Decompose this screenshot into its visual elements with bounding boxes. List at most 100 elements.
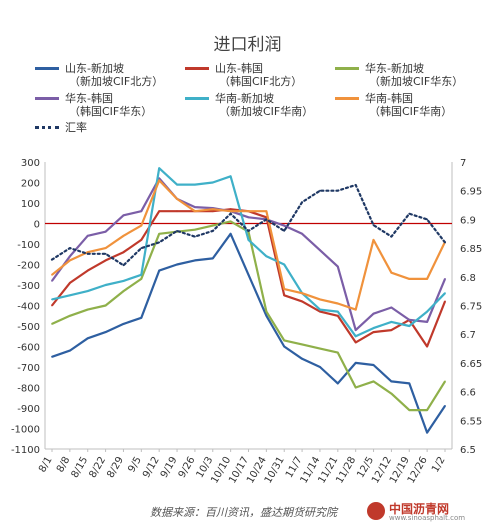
legend-sublabel-series-1: （韩国CIF北方） bbox=[219, 75, 303, 88]
y-tick-label-right: 6.55 bbox=[460, 416, 482, 427]
series-6-point bbox=[354, 184, 357, 186]
y-tick-label-left: -1000 bbox=[11, 425, 40, 436]
series-line-5 bbox=[51, 179, 446, 311]
series-6-point bbox=[283, 230, 286, 232]
y-tick-label-left: -900 bbox=[17, 404, 40, 415]
series-0-point bbox=[247, 273, 250, 276]
watermark-text: 中国沥青网 bbox=[389, 502, 450, 516]
series-3-point bbox=[158, 177, 161, 180]
series-3-point bbox=[301, 232, 303, 235]
x-tick-label: 9/26 bbox=[177, 455, 198, 480]
legend-swatch-series-4 bbox=[185, 97, 209, 100]
legend-label-series-2: 华东-新加坡 bbox=[365, 62, 424, 75]
series-3-point bbox=[140, 210, 143, 213]
series-5-point bbox=[372, 239, 375, 241]
series-1-point bbox=[426, 345, 428, 348]
y-tick-label-left: -400 bbox=[17, 302, 40, 313]
series-5-point bbox=[194, 210, 196, 213]
series-4-point bbox=[140, 273, 143, 276]
series-1-point bbox=[122, 251, 125, 254]
series-6-point bbox=[158, 241, 161, 244]
series-5-point bbox=[122, 234, 125, 237]
series-line-4 bbox=[51, 167, 446, 338]
legend-sublabel-series-2: （新加坡CIF华东） bbox=[369, 75, 464, 88]
y-tick-label-left: 0 bbox=[34, 220, 40, 231]
y-tick-label-right: 7 bbox=[460, 158, 466, 169]
watermark-logo-icon bbox=[367, 502, 385, 520]
legend-sublabel-series-0: （新加坡CIF北方） bbox=[69, 75, 164, 88]
series-4-point bbox=[408, 325, 411, 327]
series-6-point bbox=[390, 235, 393, 238]
series-2-point bbox=[336, 351, 339, 354]
watermark: 中国沥青网 www.sinoasphalt.com bbox=[367, 500, 487, 522]
series-6-point bbox=[319, 189, 321, 192]
series-5-point bbox=[301, 292, 303, 295]
series-0-point bbox=[158, 269, 161, 272]
series-6-point bbox=[69, 247, 71, 250]
series-0-point bbox=[336, 382, 339, 385]
y-tick-label-left: -600 bbox=[17, 343, 40, 354]
watermark-url: www.sinoasphalt.com bbox=[389, 514, 466, 522]
y-tick-label-left: -200 bbox=[17, 261, 40, 272]
series-2-point bbox=[444, 380, 446, 383]
y-tick-label-left: -500 bbox=[17, 322, 40, 333]
series-1-point bbox=[86, 269, 89, 272]
series-6-point bbox=[140, 247, 143, 250]
series-5-point bbox=[283, 288, 286, 290]
legend-swatch-series-0 bbox=[35, 67, 59, 70]
series-6-point bbox=[247, 230, 250, 232]
series-3-point bbox=[319, 249, 321, 252]
legend-sublabel-series-4: （新加坡CIF华南） bbox=[219, 105, 314, 118]
series-2-point bbox=[301, 343, 303, 346]
legend-swatch-series-5 bbox=[335, 97, 359, 100]
series-5-point bbox=[51, 273, 53, 276]
series-0-point bbox=[408, 382, 411, 385]
series-5-point bbox=[390, 271, 393, 274]
series-4-point bbox=[229, 175, 232, 178]
series-0-point bbox=[444, 405, 446, 407]
x-tick-label: 9/19 bbox=[159, 455, 180, 480]
y-tick-label-left: -1100 bbox=[11, 445, 40, 456]
series-0-point bbox=[229, 232, 232, 235]
x-tick-label: 8/29 bbox=[105, 455, 126, 480]
y-tick-label-right: 6.85 bbox=[460, 244, 482, 255]
series-3-point bbox=[51, 280, 53, 282]
series-1-point bbox=[158, 210, 161, 213]
series-1-point bbox=[354, 341, 357, 344]
legend-swatch-series-2 bbox=[335, 67, 359, 70]
series-0-point bbox=[140, 316, 143, 319]
series-line-3 bbox=[51, 177, 447, 332]
series-6-point bbox=[229, 212, 232, 215]
y-tick-label-left: 200 bbox=[21, 179, 40, 190]
y-tick-label-left: -100 bbox=[17, 240, 40, 251]
series-4-point bbox=[122, 280, 125, 282]
series-4-point bbox=[176, 183, 178, 186]
series-5-point bbox=[229, 210, 232, 213]
y-tick-label-left: -300 bbox=[17, 281, 40, 292]
series-0-point bbox=[426, 431, 428, 434]
y-tick-label-right: 6.95 bbox=[460, 187, 482, 198]
series-4-point bbox=[444, 292, 446, 295]
series-3-point bbox=[104, 230, 107, 233]
series-2-point bbox=[265, 310, 268, 313]
series-line-2 bbox=[51, 220, 446, 412]
series-0-point bbox=[122, 323, 125, 325]
series-4-point bbox=[336, 310, 339, 313]
series-4-point bbox=[372, 327, 375, 329]
series-5-point bbox=[104, 247, 107, 250]
series-5-point bbox=[319, 298, 321, 301]
legend-sublabel-series-3: （韩国CIF华东） bbox=[69, 105, 153, 118]
series-6-point bbox=[408, 212, 411, 215]
series-2-point bbox=[319, 347, 321, 350]
y-tick-label-right: 6.7 bbox=[460, 330, 476, 341]
series-2-point bbox=[426, 409, 428, 411]
x-tick-label: 9/12 bbox=[141, 455, 162, 480]
series-2-point bbox=[158, 232, 161, 235]
series-line-6 bbox=[50, 183, 447, 267]
series-4-point bbox=[104, 284, 107, 286]
y-tick-label-right: 6.6 bbox=[460, 388, 476, 399]
series-5-point bbox=[336, 302, 339, 305]
series-0-point bbox=[176, 263, 178, 266]
series-1-point bbox=[283, 294, 286, 297]
series-5-point bbox=[265, 210, 268, 213]
